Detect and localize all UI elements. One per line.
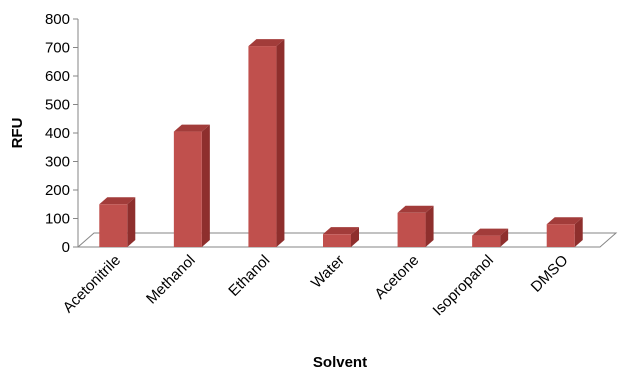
x-tick-label: Acetonitrile (60, 252, 124, 316)
y-axis: 0 100 200 300 400 500 600 700 800 (45, 11, 79, 256)
x-axis-labels: Acetonitrile Methanol Ethanol Water Acetone I… (60, 252, 572, 319)
y-tick-label: 100 (45, 211, 70, 228)
bar-side (127, 197, 136, 247)
y-tick-label: 200 (45, 182, 70, 199)
bar-top (99, 197, 136, 205)
y-tick-label: 500 (45, 97, 70, 114)
y-tick-label: 700 (45, 40, 70, 57)
bar-top (248, 39, 285, 47)
x-tick-label: Methanol (143, 252, 199, 308)
bar (323, 227, 359, 247)
bar-front (99, 204, 128, 247)
y-tick-label: 300 (45, 154, 70, 171)
bar-front (323, 234, 351, 247)
bar-top (323, 227, 359, 235)
y-tick-label: 0 (62, 239, 70, 256)
x-tick-label: DMSO (528, 252, 572, 296)
bar-top (173, 124, 210, 132)
bar-front (546, 224, 575, 247)
y-tick-label: 600 (45, 68, 70, 85)
x-tick-label: Isopropanol (430, 252, 497, 319)
bar-front (472, 235, 501, 247)
bar-top (472, 228, 509, 236)
x-tick-label: Ethanol (225, 252, 273, 300)
bar-side (276, 39, 285, 248)
y-tick-label: 400 (45, 125, 70, 142)
x-tick-label: Water (308, 252, 348, 292)
bar (546, 217, 583, 247)
bar-front (397, 212, 426, 247)
bar (173, 124, 210, 247)
x-tick-label: Acetone (371, 252, 422, 303)
bar (248, 39, 285, 248)
bar-front (248, 46, 277, 248)
y-axis-title: RFU (9, 118, 26, 149)
bar-front (173, 131, 202, 247)
bar (99, 197, 136, 247)
bar-side (351, 227, 359, 247)
y-tick-label: 800 (45, 11, 70, 28)
bar (472, 228, 509, 247)
bar-top (546, 217, 583, 225)
bar-side (574, 217, 583, 247)
bar (397, 205, 434, 247)
bar-top (397, 205, 434, 213)
bar-side (425, 205, 434, 247)
bar-side (201, 124, 210, 247)
bars (99, 39, 583, 248)
bar-side (500, 228, 509, 247)
x-axis-title: Solvent (313, 354, 367, 371)
